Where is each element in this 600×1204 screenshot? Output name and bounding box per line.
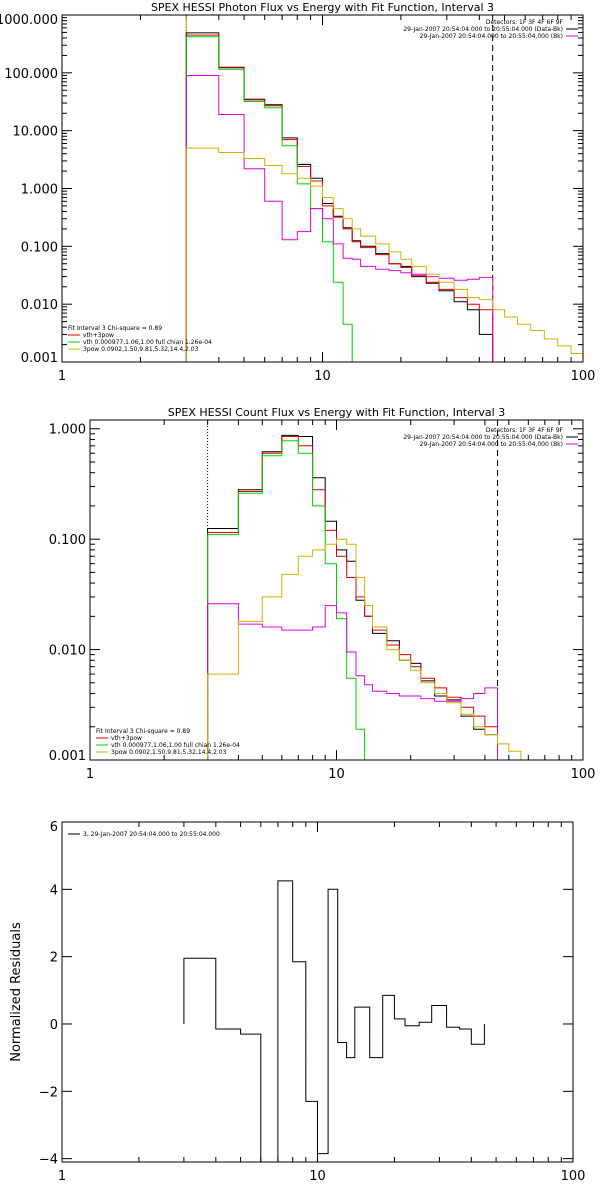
legend-entry-2: vth+3pow	[83, 332, 114, 339]
legend-entry-1: Fit Interval 3 Chi-square = 0.89	[96, 728, 190, 735]
legend-entry-2: vth+3pow	[111, 735, 142, 742]
header-line-2: 29-Jan-2007 20:54:04.000 to 20:55:04.000…	[403, 434, 563, 441]
x-minor-ticks	[163, 420, 573, 760]
legend-entry-4: 3pow 0.0902,1.50,9.81,5.32,14.4,2.03	[83, 346, 199, 353]
series-line-5	[185, 147, 583, 362]
y-tick-label: 10.000	[13, 125, 59, 140]
y-tick-label: 1.000	[21, 183, 58, 198]
series-line-4	[207, 603, 498, 760]
series-line-3	[185, 36, 369, 362]
y-tick-label: 6	[50, 820, 58, 835]
legend-entry-1: 3, 29-Jan-2007 20:54:04.000 to 20:55:04.…	[83, 831, 220, 838]
legend-entry-3: vth 0.000977,1.06,1.00 full chian 1.26e-…	[83, 339, 212, 346]
header-line-1: Detectors: 1F 3F 4F 6F 9F	[486, 19, 564, 26]
series-line-5	[207, 538, 547, 760]
legend-entry-3: vth 0.000977,1.06,1.00 full chian 1.26e-…	[111, 742, 240, 749]
header-line-3: 29-Jan-2007 20:54:04.000 to 20:55:04.000…	[420, 33, 563, 40]
x-minor-ticks	[138, 822, 562, 1162]
y-tick-label: 0.100	[49, 533, 86, 548]
series-line-1	[207, 434, 498, 760]
header-line-2: 29-Jan-2007 20:54:04.000 to 20:55:04.000…	[403, 26, 563, 33]
y-tick-label: −4	[39, 1153, 58, 1168]
legend-entry-1: Fit Interval 3 Chi-square = 0.89	[68, 325, 162, 332]
series-group	[185, 32, 583, 362]
y-tick-label: 1.000	[49, 423, 86, 438]
series-group	[183, 880, 485, 1162]
chart-title: SPEX HESSI Photon Flux vs Energy with Fi…	[151, 1, 494, 14]
chart-panel-1: SPEX HESSI Photon Flux vs Energy with Fi…	[0, 1, 595, 384]
y-minor-ticks	[62, 17, 583, 346]
series-line-4	[185, 75, 494, 362]
plot-frame	[89, 419, 584, 761]
y-tick-label: 1000.000	[0, 13, 58, 28]
chart-panel-2: SPEX HESSI Count Flux vs Energy with Fit…	[49, 406, 596, 782]
chart-title: SPEX HESSI Count Flux vs Energy with Fit…	[168, 406, 505, 419]
header-line-3: 29-Jan-2007 20:54:04.000 to 20:55:04.000…	[420, 441, 563, 448]
series-line-3	[207, 440, 373, 760]
y-tick-label: 100.000	[4, 67, 58, 82]
y-tick-label: 0	[50, 1018, 58, 1033]
y-tick-label: 0.100	[21, 240, 58, 255]
series-group	[207, 434, 547, 760]
x-tick-label: 1	[58, 1169, 66, 1184]
y-tick-label: −2	[39, 1085, 58, 1100]
series-line-2	[207, 436, 498, 760]
y-tick-label: 0.010	[21, 298, 58, 313]
x-tick-label: 100	[571, 369, 596, 384]
x-tick-label: 10	[309, 1169, 326, 1184]
y-tick-label: 2	[50, 951, 58, 966]
y-tick-label: 0.001	[21, 351, 58, 366]
x-minor-ticks	[139, 15, 572, 362]
plot-frame	[61, 14, 584, 363]
legend-entry-4: 3pow 0.0902,1.50,9.81,5.32,14.4,2.03	[111, 749, 227, 756]
series-line-1	[185, 32, 494, 362]
y-tick-label: 4	[50, 883, 58, 898]
series-line-2	[185, 34, 494, 362]
y-axis-label: Normalized Residuals	[9, 922, 24, 1062]
plot-frame	[61, 821, 574, 1163]
chart-panel-3: Normalized Residuals 1 10 100 −4 −2 0 2 4 6 3, 29-…	[9, 820, 585, 1184]
header-line-1: Detectors: 1F 3F 4F 6F 9F	[486, 427, 564, 434]
y-tick-label: 0.010	[49, 644, 86, 659]
x-tick-label: 100	[571, 767, 596, 782]
x-tick-label: 10	[328, 767, 345, 782]
x-tick-label: 10	[314, 369, 331, 384]
x-tick-label: 100	[561, 1169, 586, 1184]
x-tick-label: 1	[58, 369, 66, 384]
y-minor-ticks	[90, 433, 583, 728]
y-tick-label: 0.001	[49, 749, 86, 764]
x-tick-label: 1	[86, 767, 94, 782]
series-line-1	[183, 880, 485, 1162]
